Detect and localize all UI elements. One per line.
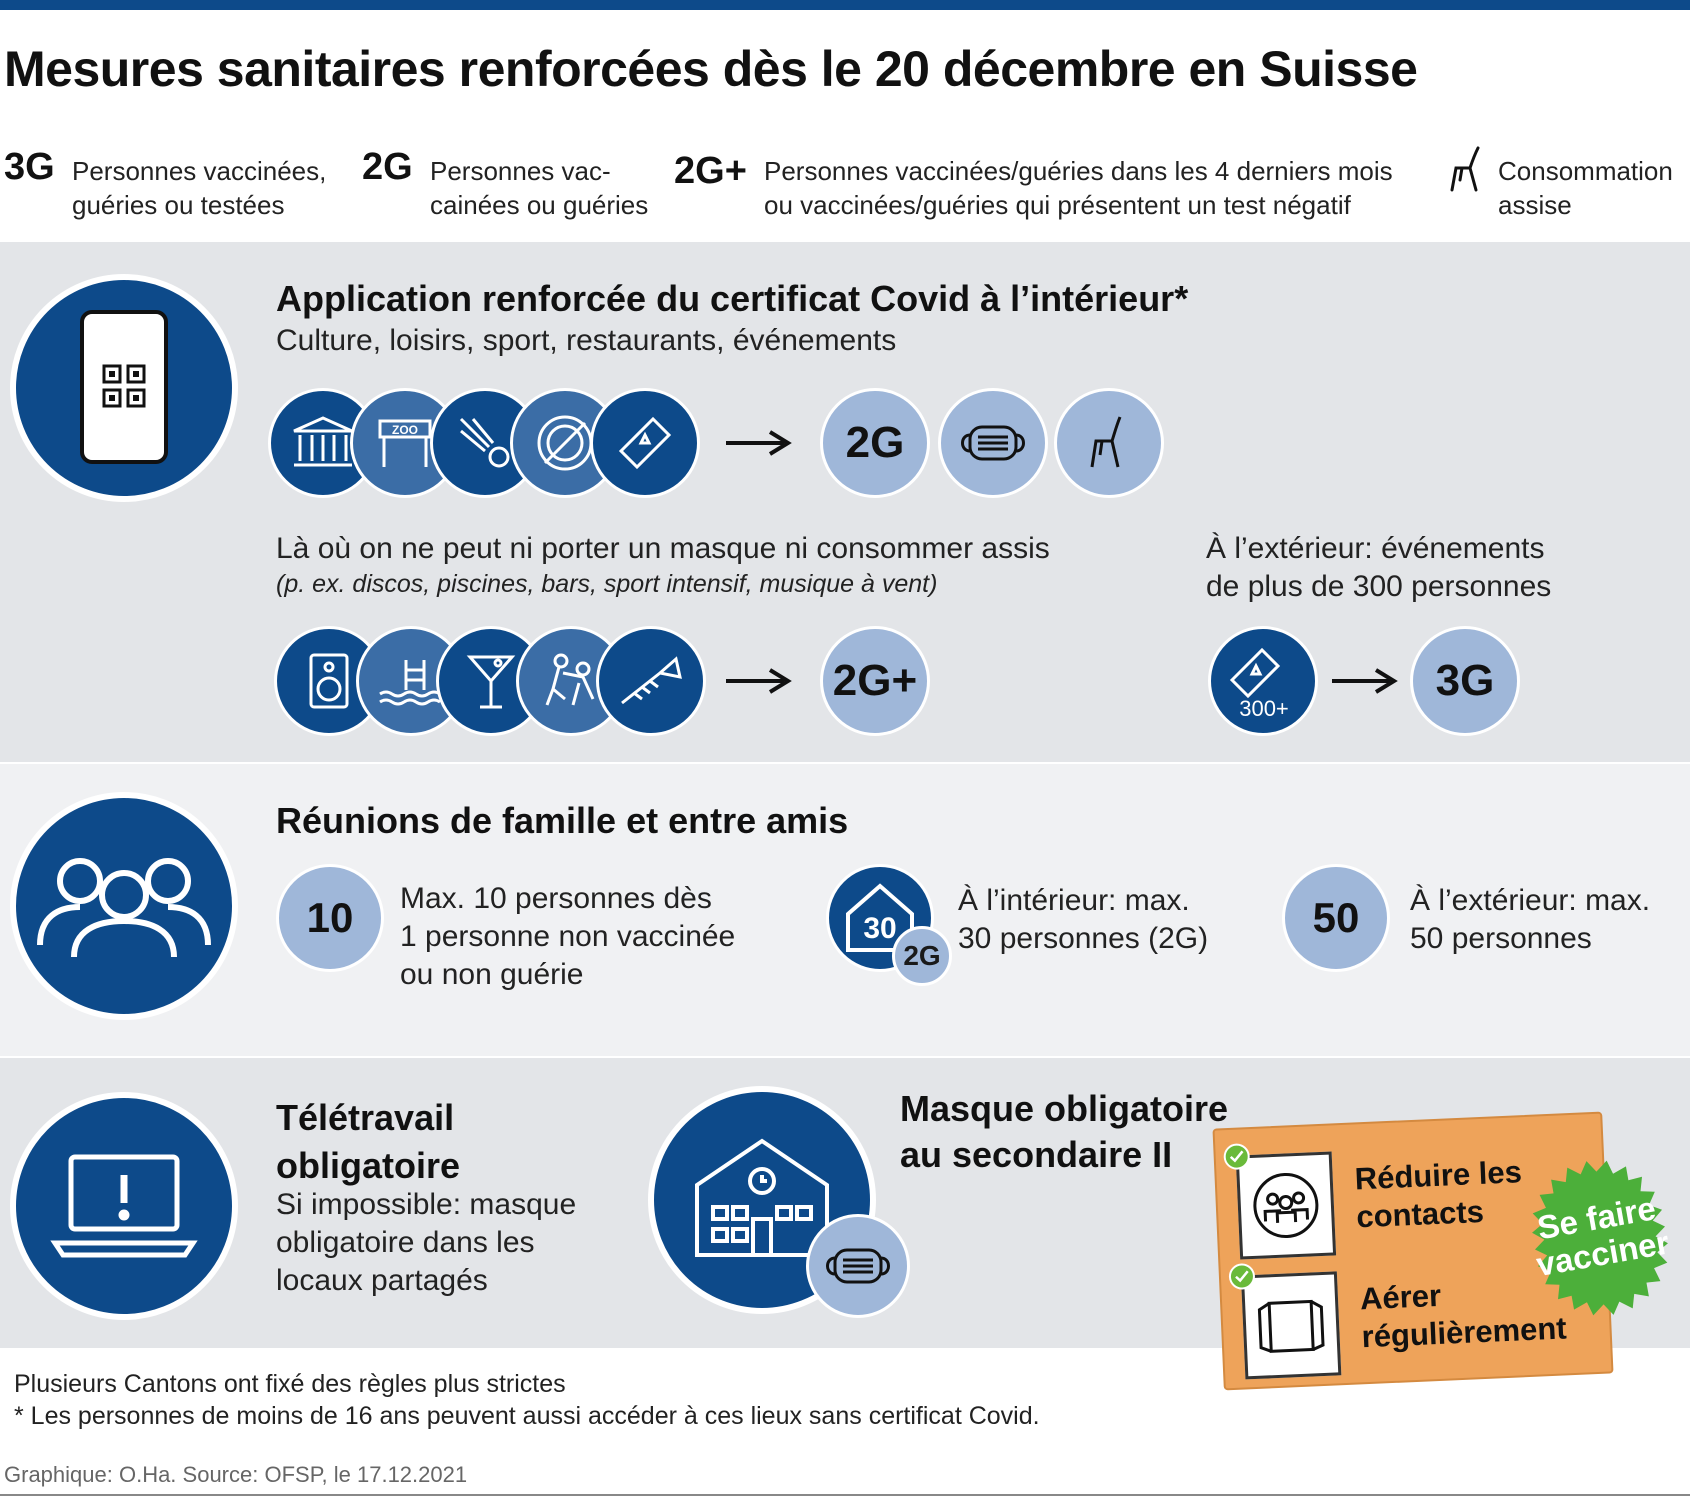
telework-text: Si impossible: masque obligatoire dans le… — [276, 1188, 577, 1297]
page-title: Mesures sanitaires renforcées dès le 20 … — [4, 41, 1418, 97]
mask-icon — [806, 1214, 910, 1318]
speaker-icon — [274, 626, 384, 736]
arrow-icon — [1332, 668, 1398, 694]
legend-code-2gplus: 2G+ — [674, 150, 747, 192]
arrow-icon — [726, 430, 792, 456]
check-icon — [1223, 1143, 1251, 1171]
section2-title: Réunions de famille et entre amis — [276, 800, 849, 841]
legend-text-2gplus: Personnes vaccinées/guéries dans les 4 d… — [764, 156, 1393, 220]
svg-text:300+: 300+ — [1239, 696, 1289, 721]
source-credit: Graphique: O.Ha. Source: OFSP, le 17.12.… — [4, 1462, 468, 1487]
legend-code-3g: 3G — [4, 146, 55, 188]
row2-examples: (p. ex. discos, piscines, bars, sport in… — [276, 570, 938, 598]
section1-subtitle: Culture, loisirs, sport, restaurants, év… — [276, 324, 897, 357]
result-2g-badge: 2G — [820, 388, 930, 498]
ticket-300-icon: 300+ — [1208, 626, 1318, 736]
phone-qr-icon — [10, 274, 238, 502]
indoor-max-text: À l’intérieur: max. 30 personnes (2G) — [958, 884, 1209, 955]
museum-icon — [268, 388, 378, 498]
max-10-badge: 10 — [276, 864, 384, 972]
legend-code-2g: 2G — [362, 146, 413, 188]
footer-note-age: * Les personnes de moins de 16 ans peuve… — [14, 1402, 1040, 1430]
ticket-icon — [590, 388, 700, 498]
chair-icon — [1054, 388, 1164, 498]
bottom-rule — [0, 1494, 1690, 1496]
mask-icon — [938, 388, 1048, 498]
vaccinate-seal: Se faire vacciner — [1507, 1145, 1690, 1330]
check-icon — [1228, 1262, 1256, 1291]
mask-school-title: Masque obligatoire au secondaire II — [900, 1088, 1229, 1175]
telework-title: Télétravail obligatoire — [276, 1097, 461, 1186]
contacts-icon — [1235, 1151, 1337, 1260]
advice-card: Réduire les contacts Aérer régulièrement — [1212, 1111, 1614, 1391]
laptop-warning-icon — [10, 1092, 238, 1320]
outdoor-max-text: À l’extérieur: max. 50 personnes — [1410, 884, 1651, 955]
legend-text-3g: Personnes vaccinées, guéries ou testées — [72, 156, 327, 220]
trumpet-icon — [596, 626, 706, 736]
max-50-badge: 50 — [1282, 864, 1390, 972]
arrow-icon — [726, 668, 792, 694]
svg-text:30: 30 — [863, 912, 896, 945]
legend-text-2g: Personnes vac-cainées ou guéries — [430, 156, 649, 220]
section1-title: Application renforcée du certificat Covi… — [276, 278, 1189, 319]
max-10-text: Max. 10 personnes dès 1 personne non vacc… — [400, 882, 736, 991]
footer-note-cantons: Plusieurs Cantons ont fixé des règles pl… — [14, 1370, 566, 1398]
outdoor-events-text: À l’extérieur: événements de plus de 300 … — [1206, 532, 1552, 603]
people-group-icon — [10, 792, 238, 1020]
badge-2g: 2G — [892, 926, 952, 986]
chair-icon — [1448, 146, 1488, 194]
result-2gplus-badge: 2G+ — [820, 626, 930, 736]
svg-text:ZOO: ZOO — [392, 423, 418, 437]
legend-text-seated: Consommation assise — [1498, 156, 1673, 220]
advice-reduce-contacts: Réduire les contacts — [1354, 1154, 1523, 1235]
top-rule — [0, 0, 1690, 10]
window-icon — [1240, 1271, 1342, 1380]
result-3g-badge: 3G — [1410, 626, 1520, 736]
wrestling-icon — [516, 626, 626, 736]
row2-text: Là où on ne peut ni porter un masque ni … — [276, 532, 1050, 565]
